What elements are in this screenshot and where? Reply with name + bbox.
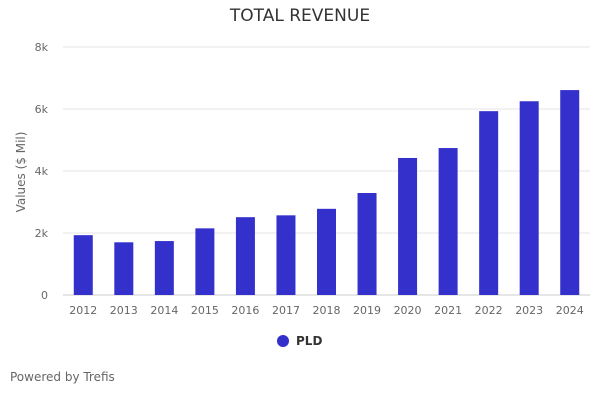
bar-2019[interactable] xyxy=(357,193,377,295)
bar-2013[interactable] xyxy=(114,242,134,295)
x-tick-label: 2014 xyxy=(150,304,178,317)
y-tick-label: 4k xyxy=(35,165,49,178)
x-tick-label: 2015 xyxy=(191,304,219,317)
bar-2020[interactable] xyxy=(398,157,418,295)
powered-by-credit: Powered by Trefis xyxy=(10,370,115,384)
bar-2024[interactable] xyxy=(560,90,580,295)
bar-2017[interactable] xyxy=(276,215,296,295)
bar-2015[interactable] xyxy=(195,228,215,295)
y-axis-ticks: 0 2k 4k 6k 8k xyxy=(35,41,49,302)
legend[interactable]: PLD xyxy=(277,334,322,348)
x-tick-label: 2020 xyxy=(394,304,422,317)
x-tick-label: 2013 xyxy=(110,304,138,317)
y-axis-title: Values ($ Mil) xyxy=(14,132,28,213)
legend-label: PLD xyxy=(296,334,323,348)
bar-2016[interactable] xyxy=(235,217,255,295)
x-tick-label: 2018 xyxy=(313,304,341,317)
x-tick-label: 2019 xyxy=(353,304,381,317)
y-tick-label: 2k xyxy=(35,227,49,240)
x-tick-label: 2022 xyxy=(475,304,503,317)
x-tick-label: 2017 xyxy=(272,304,300,317)
bar-2018[interactable] xyxy=(317,208,336,295)
bar-2021[interactable] xyxy=(438,148,458,295)
legend-marker-icon xyxy=(277,335,289,347)
y-tick-label: 6k xyxy=(35,103,49,116)
x-tick-label: 2021 xyxy=(434,304,462,317)
chart-title: TOTAL REVENUE xyxy=(229,6,371,26)
x-tick-label: 2012 xyxy=(69,304,97,317)
bar-2023[interactable] xyxy=(519,101,539,295)
x-tick-label: 2023 xyxy=(515,304,543,317)
x-tick-label: 2024 xyxy=(556,304,584,317)
x-axis-ticks: 2012 2013 2014 2015 2016 2017 2018 2019 2020 2021… xyxy=(69,304,583,317)
y-tick-label: 0 xyxy=(41,289,48,302)
bar-2014[interactable] xyxy=(154,241,174,295)
y-tick-label: 8k xyxy=(35,41,49,54)
x-tick-label: 2016 xyxy=(231,304,259,317)
bars xyxy=(73,90,580,295)
bar-2022[interactable] xyxy=(479,111,499,295)
bar-2012[interactable] xyxy=(73,235,93,295)
